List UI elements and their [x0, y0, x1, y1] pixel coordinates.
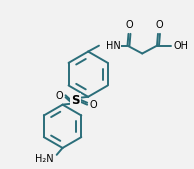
Text: O: O: [126, 20, 133, 30]
Text: H₂N: H₂N: [35, 154, 54, 164]
Text: O: O: [89, 100, 97, 110]
Text: OH: OH: [174, 41, 189, 51]
Text: HN: HN: [106, 41, 121, 51]
Text: O: O: [56, 91, 63, 101]
Text: O: O: [155, 20, 163, 30]
Text: S: S: [71, 94, 80, 107]
